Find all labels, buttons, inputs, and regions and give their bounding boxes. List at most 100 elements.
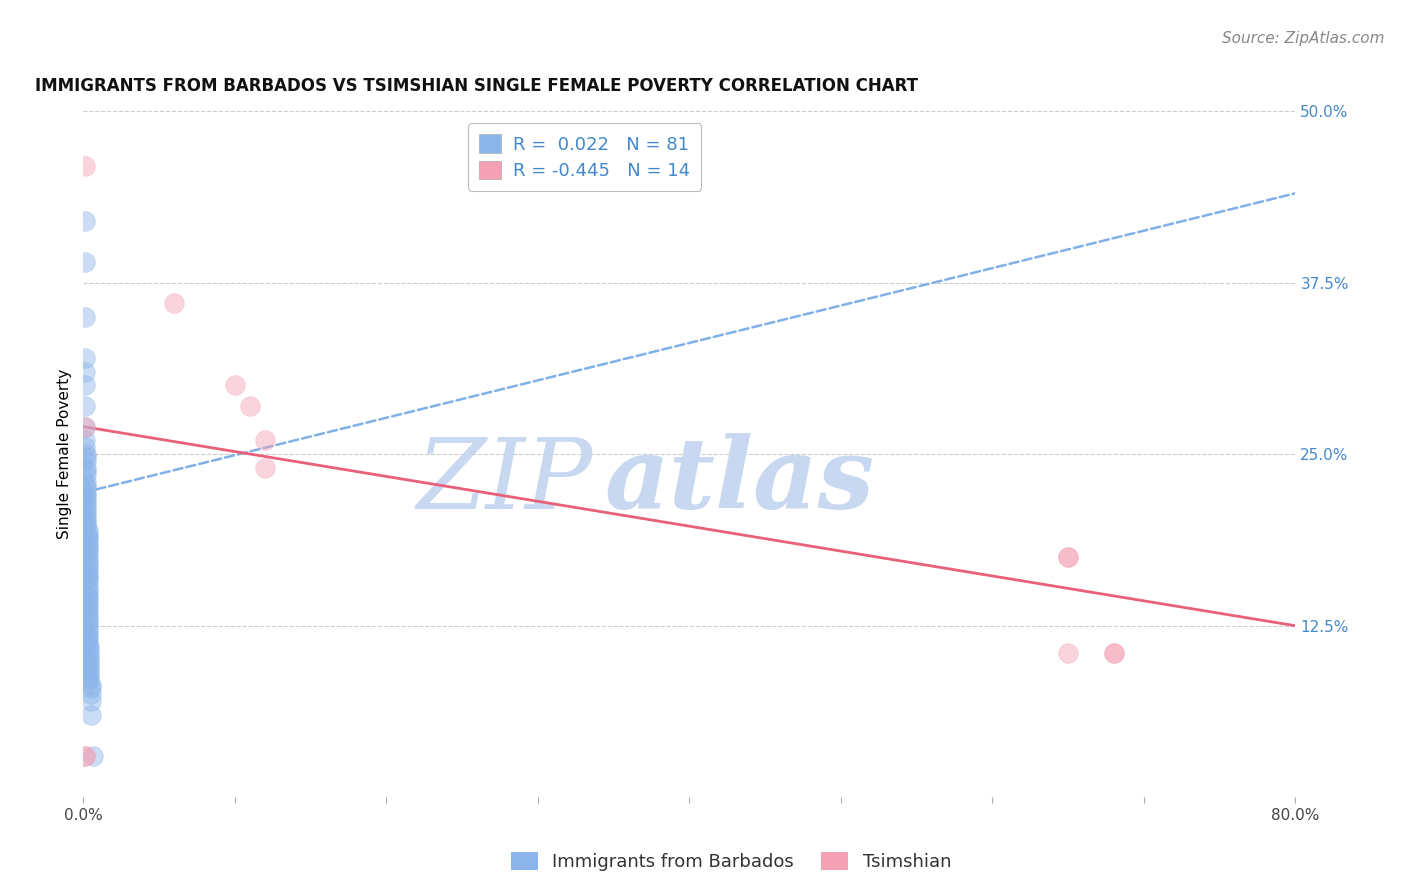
Point xyxy=(75,479,97,493)
Point xyxy=(75,516,97,530)
Point xyxy=(77,615,100,629)
Point xyxy=(77,554,100,568)
Point xyxy=(1057,646,1080,660)
Point xyxy=(79,642,101,657)
Point xyxy=(77,536,100,550)
Point xyxy=(80,694,103,708)
Point xyxy=(77,630,100,644)
Point xyxy=(79,671,101,685)
Point xyxy=(73,440,96,454)
Point xyxy=(77,526,100,541)
Point xyxy=(77,619,100,633)
Point xyxy=(75,447,97,461)
Point xyxy=(73,749,96,764)
Point xyxy=(75,513,97,527)
Point xyxy=(75,467,97,482)
Point xyxy=(77,523,100,537)
Point xyxy=(77,546,100,560)
Point xyxy=(79,653,101,667)
Text: Source: ZipAtlas.com: Source: ZipAtlas.com xyxy=(1222,31,1385,46)
Point xyxy=(77,584,100,599)
Point xyxy=(77,632,100,647)
Point xyxy=(77,550,100,565)
Point xyxy=(77,571,100,585)
Legend: R =  0.022   N = 81, R = -0.445   N = 14: R = 0.022 N = 81, R = -0.445 N = 14 xyxy=(468,123,702,191)
Point xyxy=(77,612,100,626)
Point xyxy=(77,625,100,640)
Point xyxy=(73,255,96,269)
Text: IMMIGRANTS FROM BARBADOS VS TSIMSHIAN SINGLE FEMALE POVERTY CORRELATION CHART: IMMIGRANTS FROM BARBADOS VS TSIMSHIAN SI… xyxy=(35,78,918,95)
Point xyxy=(80,687,103,701)
Point xyxy=(75,454,97,468)
Point xyxy=(75,502,97,516)
Point xyxy=(82,749,104,764)
Y-axis label: Single Female Poverty: Single Female Poverty xyxy=(58,369,72,540)
Point xyxy=(77,637,100,651)
Point xyxy=(77,595,100,609)
Point xyxy=(73,351,96,365)
Point xyxy=(73,399,96,413)
Point xyxy=(75,482,97,496)
Point xyxy=(79,640,101,654)
Point xyxy=(73,378,96,392)
Point xyxy=(77,589,100,603)
Point xyxy=(79,664,101,678)
Point xyxy=(77,541,100,555)
Point xyxy=(77,598,100,612)
Point xyxy=(80,681,103,695)
Point xyxy=(77,543,100,558)
Point xyxy=(79,650,101,665)
Point xyxy=(77,577,100,591)
Point xyxy=(77,591,100,606)
Point xyxy=(254,461,277,475)
Point xyxy=(75,450,97,464)
Point xyxy=(75,464,97,478)
Point xyxy=(77,582,100,596)
Point xyxy=(77,568,100,582)
Point xyxy=(75,506,97,520)
Point xyxy=(224,378,246,392)
Point xyxy=(73,310,96,324)
Point xyxy=(79,646,101,660)
Point xyxy=(73,213,96,227)
Point xyxy=(73,365,96,379)
Text: atlas: atlas xyxy=(605,434,875,530)
Point xyxy=(79,666,101,681)
Point xyxy=(77,605,100,619)
Point xyxy=(75,518,97,533)
Point xyxy=(77,557,100,571)
Point xyxy=(1102,646,1125,660)
Point xyxy=(80,678,103,692)
Point xyxy=(75,491,97,505)
Point xyxy=(75,488,97,502)
Point xyxy=(79,660,101,674)
Point xyxy=(1102,646,1125,660)
Point xyxy=(75,495,97,509)
Point xyxy=(73,419,96,434)
Point xyxy=(75,500,97,514)
Point xyxy=(77,561,100,575)
Point xyxy=(79,673,101,688)
Point xyxy=(1057,550,1080,565)
Point xyxy=(75,508,97,523)
Point xyxy=(1057,550,1080,565)
Text: ZIP: ZIP xyxy=(416,434,592,529)
Point xyxy=(77,602,100,616)
Point xyxy=(73,749,96,764)
Point xyxy=(77,533,100,547)
Point xyxy=(75,475,97,489)
Point xyxy=(73,419,96,434)
Point xyxy=(80,708,103,723)
Point xyxy=(163,296,186,310)
Point xyxy=(79,657,101,672)
Legend: Immigrants from Barbados, Tsimshian: Immigrants from Barbados, Tsimshian xyxy=(503,845,959,879)
Point xyxy=(73,434,96,448)
Point xyxy=(73,159,96,173)
Point xyxy=(77,574,100,588)
Point xyxy=(75,461,97,475)
Point xyxy=(254,434,277,448)
Point xyxy=(77,609,100,624)
Point xyxy=(239,399,262,413)
Point xyxy=(77,564,100,578)
Point xyxy=(75,485,97,500)
